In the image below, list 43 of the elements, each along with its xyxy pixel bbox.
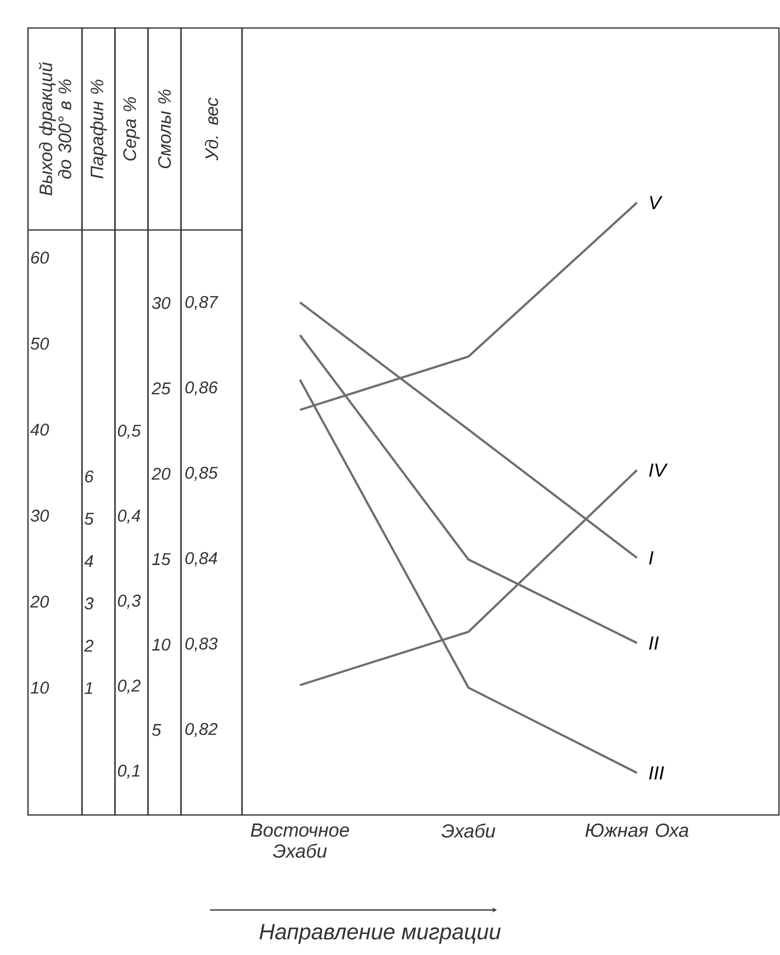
text: 0,87 (186, 296, 218, 310)
y2-tick-label: 5 (84, 512, 94, 525)
series-label: II (649, 636, 659, 650)
y3-tick-label: 0,4 (118, 510, 140, 524)
y3-tick-label: 0,5 (118, 424, 142, 439)
y-axis-title: Выход фракций до 300° в % (38, 62, 72, 196)
y3-axis-title: Сера % (124, 97, 140, 161)
text: 15 (152, 553, 171, 566)
x-tick-label: Эхаби (442, 824, 496, 838)
y-tick-label: 10 (30, 682, 50, 694)
y2-tick-label: 6 (85, 470, 94, 483)
y-tick-label: 60 (31, 252, 50, 264)
y2-axis-title: Парафин % (90, 80, 108, 178)
series-label: I (649, 551, 654, 564)
text: Смолы % (158, 90, 172, 168)
text: 0,84 (186, 552, 218, 566)
y2-tick-label: 4 (84, 555, 94, 567)
text: 30 (152, 296, 171, 310)
x-axis-title: Направление миграции (260, 924, 501, 944)
y2-tick-label: 1 (84, 682, 92, 694)
y-tick-label: 20 (30, 596, 50, 608)
y2-tick-label: 2 (84, 640, 94, 652)
series-label: IV (649, 464, 668, 477)
text: 0,85 (186, 466, 218, 481)
x-tick-label: Восточное Эхаби (250, 824, 350, 858)
x-tick-label: Южная Оха (586, 824, 689, 837)
text: 0,82 (186, 722, 218, 738)
text: 0,83 (186, 638, 218, 652)
text: 0,86 (186, 381, 218, 396)
text: 20 (152, 468, 171, 480)
text: 25 (152, 382, 171, 394)
y-tick-label: 50 (30, 338, 50, 350)
y-tick-label: 40 (30, 424, 50, 436)
text: 10 (152, 638, 171, 651)
series-label: III (649, 766, 664, 780)
text: 5 (152, 724, 162, 736)
y3-tick-label: 0,1 (118, 764, 140, 779)
series-label: V (650, 196, 663, 210)
y3-tick-label: 0,2 (118, 680, 141, 694)
y2-tick-label: 3 (84, 597, 94, 610)
y-tick-label: 30 (30, 510, 50, 522)
text: Уд. вес (205, 98, 218, 161)
y3-tick-label: 0,3 (118, 594, 141, 609)
